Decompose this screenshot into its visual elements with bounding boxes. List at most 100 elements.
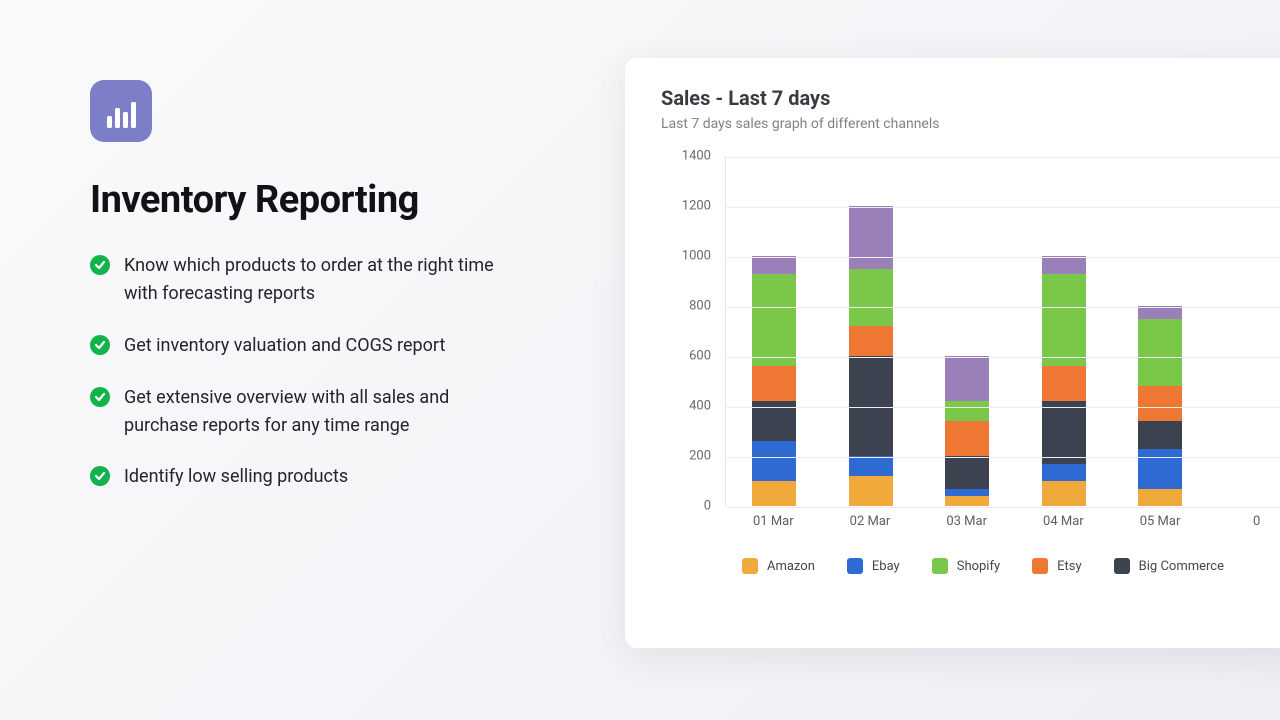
legend-label: Ebay — [872, 559, 900, 574]
x-tick-label: 04 Mar — [1015, 506, 1112, 536]
bar-segment — [1138, 489, 1182, 507]
bar-segment — [945, 496, 989, 506]
y-tick-label: 800 — [689, 299, 711, 314]
bar-segment — [945, 421, 989, 456]
check-icon — [90, 466, 110, 486]
grid-line — [726, 207, 1280, 208]
bar-segment — [945, 401, 989, 421]
bar-slot — [919, 157, 1016, 506]
bar-segment — [752, 274, 796, 367]
page-title: Inventory Reporting — [90, 178, 590, 222]
x-tick-label: 03 Mar — [918, 506, 1015, 536]
bar-segment — [1138, 319, 1182, 387]
bar-segment — [945, 456, 989, 489]
chart-plot: 0200400600800100012001400 01 Mar02 Mar03… — [673, 156, 1280, 536]
bar-segment — [1042, 401, 1086, 464]
bar-segment — [849, 269, 893, 327]
legend-swatch — [932, 558, 948, 574]
legend-item: Big Commerce — [1114, 558, 1224, 574]
legend-item: Shopify — [932, 558, 1000, 574]
bar-segment — [1042, 256, 1086, 274]
bar-segment — [945, 489, 989, 497]
chart-subtitle: Last 7 days sales graph of different cha… — [661, 116, 1280, 132]
stacked-bar — [1138, 306, 1182, 506]
bar-slot — [1209, 157, 1280, 506]
bar-slot — [1016, 157, 1113, 506]
x-tick-label: 0 — [1208, 506, 1280, 536]
legend-swatch — [847, 558, 863, 574]
stacked-bar — [849, 206, 893, 506]
bar-segment — [849, 326, 893, 356]
feature-list: Know which products to order at the righ… — [90, 252, 590, 491]
feature-item: Know which products to order at the righ… — [90, 252, 590, 308]
legend-label: Shopify — [957, 559, 1000, 574]
y-tick-label: 600 — [689, 349, 711, 364]
feature-item: Get extensive overview with all sales an… — [90, 384, 590, 440]
y-tick-label: 400 — [689, 399, 711, 414]
bar-segment — [849, 356, 893, 456]
stacked-bar — [945, 356, 989, 506]
y-tick-label: 1400 — [682, 149, 711, 164]
feature-item: Identify low selling products — [90, 463, 590, 491]
bar-segment — [752, 256, 796, 274]
y-axis: 0200400600800100012001400 — [673, 156, 719, 506]
bar-segment — [849, 456, 893, 476]
y-tick-label: 200 — [689, 449, 711, 464]
sales-chart-card: Sales - Last 7 days Last 7 days sales gr… — [625, 58, 1280, 648]
bar-slot — [1112, 157, 1209, 506]
legend-item: Etsy — [1032, 558, 1082, 574]
y-tick-label: 0 — [704, 499, 711, 514]
bar-slot — [823, 157, 920, 506]
grid-line — [726, 257, 1280, 258]
bar-slot — [726, 157, 823, 506]
bar-segment — [1138, 421, 1182, 449]
bar-segment — [752, 366, 796, 401]
bar-segment — [752, 441, 796, 481]
grid-line — [726, 357, 1280, 358]
x-tick-label: 02 Mar — [822, 506, 919, 536]
x-tick-label: 05 Mar — [1112, 506, 1209, 536]
left-panel: Inventory Reporting Know which products … — [90, 80, 590, 720]
chart-icon — [90, 80, 152, 142]
legend-label: Etsy — [1057, 559, 1082, 574]
feature-item: Get inventory valuation and COGS report — [90, 332, 590, 360]
stacked-bar — [1042, 256, 1086, 506]
bar-segment — [1138, 386, 1182, 421]
legend-swatch — [1032, 558, 1048, 574]
bar-segment — [945, 356, 989, 401]
bar-segment — [1138, 449, 1182, 489]
check-icon — [90, 387, 110, 407]
feature-text: Identify low selling products — [124, 463, 348, 491]
grid-line — [726, 457, 1280, 458]
feature-text: Get inventory valuation and COGS report — [124, 332, 445, 360]
legend-item: Ebay — [847, 558, 900, 574]
x-axis: 01 Mar02 Mar03 Mar04 Mar05 Mar0 — [725, 506, 1280, 536]
bar-segment — [1042, 274, 1086, 367]
check-icon — [90, 255, 110, 275]
feature-text: Get extensive overview with all sales an… — [124, 384, 504, 440]
bar-segment — [849, 206, 893, 269]
grid-line — [726, 407, 1280, 408]
plot-area — [725, 156, 1280, 506]
chart-title: Sales - Last 7 days — [661, 86, 1280, 110]
grid-line — [726, 157, 1280, 158]
bar-segment — [1042, 481, 1086, 506]
legend-item: Amazon — [742, 558, 815, 574]
bar-segment — [752, 481, 796, 506]
legend-swatch — [742, 558, 758, 574]
x-tick-label: 01 Mar — [725, 506, 822, 536]
legend-label: Amazon — [767, 559, 815, 574]
grid-line — [726, 307, 1280, 308]
legend-label: Big Commerce — [1139, 559, 1224, 574]
y-tick-label: 1000 — [682, 249, 711, 264]
bar-segment — [1042, 366, 1086, 401]
stacked-bar — [752, 256, 796, 506]
check-icon — [90, 335, 110, 355]
bar-segment — [1042, 464, 1086, 482]
bar-segment — [849, 476, 893, 506]
y-tick-label: 1200 — [682, 199, 711, 214]
bars-row — [726, 157, 1280, 506]
legend: Amazon Ebay Shopify Etsy Big Commerce — [641, 558, 1280, 574]
feature-text: Know which products to order at the righ… — [124, 252, 504, 308]
legend-swatch — [1114, 558, 1130, 574]
